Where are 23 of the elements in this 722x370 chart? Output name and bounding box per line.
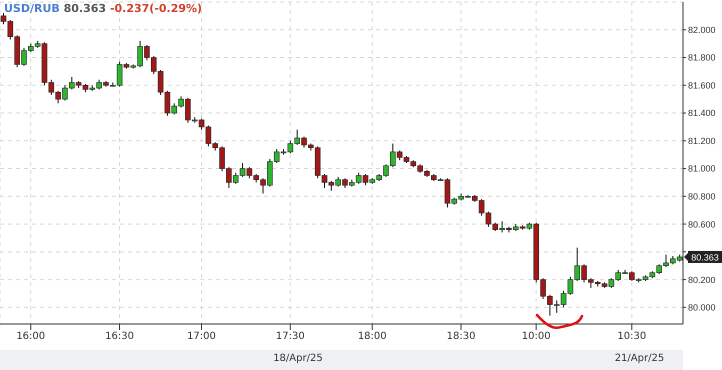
text: 80.363 (691, 252, 719, 262)
y-tick-label: 81.600 (688, 80, 716, 90)
text: 18/Apr/25 (273, 353, 323, 364)
x-tick-label: 10:00 (522, 331, 551, 342)
y-tick-label: 81.400 (688, 108, 716, 118)
y-tick-label: 80.000 (688, 302, 716, 313)
x-tick-label: 10:30 (617, 331, 646, 342)
chart-subtitle: 80.363 -0.237(-0.29%) (64, 2, 202, 15)
x-tick-label: 18:00 (358, 331, 387, 342)
x-tick-label: 16:00 (16, 331, 46, 342)
x-tick-label: 17:00 (187, 331, 216, 342)
y-tick-label: 81.800 (688, 52, 716, 63)
x-tick-label: 17:30 (276, 331, 305, 342)
y-tick-label: 82.000 (688, 24, 716, 35)
y-tick-label: 81.000 (688, 164, 716, 174)
x-tick-label: 16:30 (105, 331, 134, 342)
y-tick-label: 80.800 (688, 192, 716, 202)
y-tick-label: 81.200 (688, 136, 716, 146)
y-tick-label: 80.200 (688, 274, 716, 285)
chart-title: USD/RUB (4, 2, 60, 15)
text: 21/Apr/25 (614, 353, 664, 364)
y-tick-label: 80.600 (688, 219, 716, 230)
x-tick-label: 18:30 (446, 331, 476, 342)
